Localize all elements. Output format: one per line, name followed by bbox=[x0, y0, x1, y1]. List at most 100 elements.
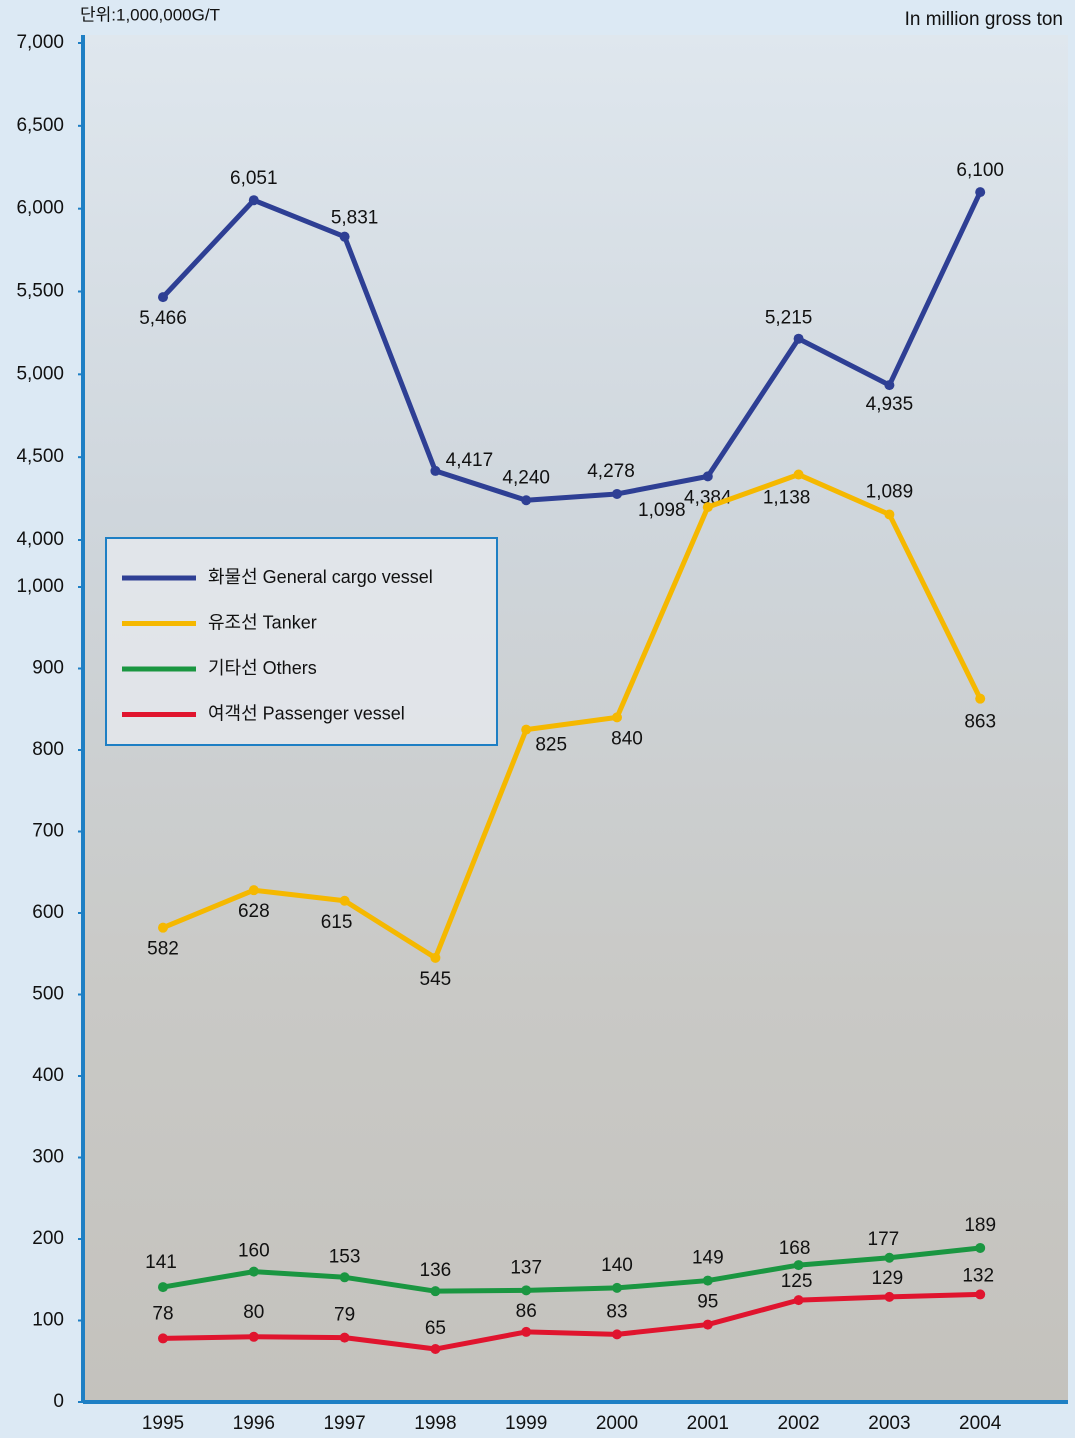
data-label: 95 bbox=[697, 1292, 718, 1313]
data-label: 189 bbox=[964, 1215, 996, 1236]
y-tick-label: 0 bbox=[53, 1391, 64, 1412]
data-label: 129 bbox=[872, 1268, 904, 1289]
data-label: 615 bbox=[321, 912, 353, 933]
data-label: 863 bbox=[964, 712, 996, 733]
x-tick-label: 1998 bbox=[414, 1413, 456, 1434]
point bbox=[248, 1331, 259, 1342]
data-label: 83 bbox=[606, 1301, 627, 1322]
y-tick-label: 4,500 bbox=[16, 446, 64, 467]
data-label: 5,831 bbox=[331, 208, 379, 229]
y-tick-label: 600 bbox=[32, 902, 64, 923]
point bbox=[248, 885, 259, 896]
data-label: 177 bbox=[868, 1229, 900, 1250]
x-tick-label: 2000 bbox=[596, 1413, 638, 1434]
x-tick-label: 2004 bbox=[959, 1413, 1002, 1434]
y-tick-label: 300 bbox=[32, 1147, 64, 1168]
y-tick-label: 100 bbox=[32, 1310, 64, 1331]
point bbox=[158, 1333, 168, 1344]
data-label: 4,240 bbox=[502, 467, 550, 488]
data-label: 5,466 bbox=[139, 308, 187, 329]
x-tick-label: 1996 bbox=[233, 1413, 275, 1434]
y-tick-label: 6,000 bbox=[16, 198, 64, 219]
point bbox=[612, 1329, 622, 1340]
data-label: 1,138 bbox=[763, 488, 811, 509]
data-label: 825 bbox=[535, 735, 567, 756]
data-label: 628 bbox=[238, 901, 270, 922]
point bbox=[612, 712, 622, 723]
point bbox=[158, 922, 168, 933]
point bbox=[339, 1332, 350, 1343]
y-tick-label: 5,000 bbox=[16, 363, 64, 384]
point bbox=[430, 952, 441, 963]
y-tick-label: 800 bbox=[32, 739, 64, 760]
point bbox=[975, 1242, 986, 1253]
data-label: 5,215 bbox=[765, 308, 813, 329]
x-tick-label: 1997 bbox=[323, 1413, 365, 1434]
y-tick-label: 4,000 bbox=[16, 529, 64, 550]
legend-label: 화물선 General cargo vessel bbox=[208, 567, 433, 587]
line bbox=[162, 1291, 981, 1352]
data-label: 153 bbox=[329, 1246, 361, 1267]
point bbox=[612, 488, 622, 499]
point bbox=[884, 509, 895, 520]
point bbox=[521, 724, 532, 735]
y-tick-label: 1,000 bbox=[16, 576, 64, 597]
point bbox=[793, 469, 804, 480]
point bbox=[702, 1275, 713, 1286]
x-tick-label: 2003 bbox=[868, 1413, 910, 1434]
x-tick-label: 2002 bbox=[777, 1413, 819, 1434]
point bbox=[975, 693, 986, 704]
y-tick-label: 200 bbox=[32, 1228, 64, 1249]
unit-label: 단위:1,000,000G/T bbox=[80, 5, 220, 24]
point bbox=[975, 187, 986, 198]
point bbox=[430, 1344, 441, 1355]
line bbox=[162, 472, 983, 961]
line bbox=[161, 191, 983, 503]
x-tick-label: 1999 bbox=[505, 1413, 547, 1434]
x-tick-label: 2001 bbox=[687, 1413, 729, 1434]
data-label: 132 bbox=[962, 1265, 994, 1286]
point bbox=[158, 292, 168, 303]
point bbox=[248, 1266, 259, 1277]
data-label: 4,935 bbox=[866, 394, 914, 415]
point bbox=[158, 1282, 168, 1293]
point bbox=[884, 380, 895, 391]
data-label: 6,100 bbox=[956, 160, 1004, 181]
data-label: 4,417 bbox=[446, 450, 494, 471]
data-label: 168 bbox=[779, 1238, 811, 1259]
legend-label: 기타선 Others bbox=[208, 658, 317, 678]
data-label: 160 bbox=[238, 1241, 270, 1262]
point bbox=[339, 1272, 350, 1283]
point bbox=[884, 1252, 895, 1263]
point bbox=[339, 231, 350, 242]
data-label: 136 bbox=[420, 1260, 452, 1281]
data-label: 65 bbox=[425, 1318, 446, 1339]
data-label: 149 bbox=[692, 1248, 724, 1269]
point bbox=[793, 1295, 804, 1306]
point bbox=[702, 1319, 713, 1330]
y-tick-label: 500 bbox=[32, 984, 64, 1005]
point bbox=[430, 1286, 441, 1297]
data-label: 582 bbox=[147, 939, 179, 960]
y-tick-label: 6,500 bbox=[16, 115, 64, 136]
point bbox=[702, 502, 713, 513]
point bbox=[521, 495, 532, 506]
point bbox=[430, 465, 441, 476]
data-label: 4,278 bbox=[587, 461, 635, 482]
point bbox=[612, 1282, 622, 1293]
data-label: 1,098 bbox=[638, 500, 686, 521]
data-label: 140 bbox=[601, 1255, 633, 1276]
y-tick-label: 700 bbox=[32, 821, 64, 842]
point bbox=[339, 895, 350, 906]
point bbox=[702, 471, 713, 482]
legend bbox=[105, 537, 498, 746]
point bbox=[793, 333, 804, 344]
point bbox=[521, 1326, 532, 1337]
point bbox=[884, 1291, 895, 1302]
point bbox=[975, 1289, 986, 1300]
data-label: 125 bbox=[781, 1271, 813, 1292]
y-tick-label: 5,500 bbox=[16, 281, 64, 302]
y-tick-label: 900 bbox=[32, 658, 64, 679]
